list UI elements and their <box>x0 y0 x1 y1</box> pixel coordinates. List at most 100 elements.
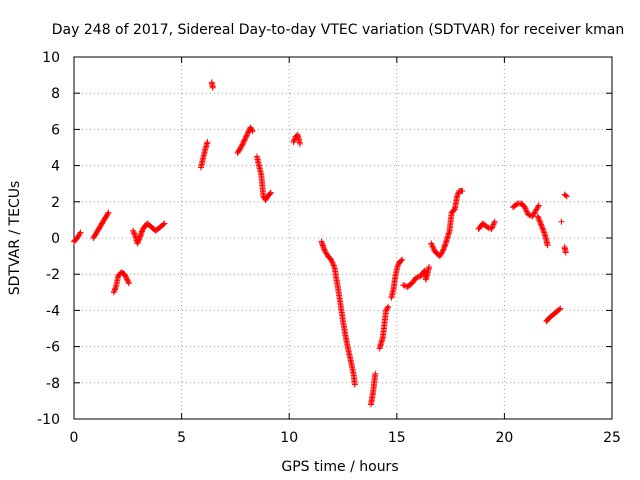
data-point <box>122 272 129 279</box>
x-tick-label: 0 <box>70 430 79 446</box>
data-point <box>267 190 274 197</box>
data-point <box>77 229 84 236</box>
x-axis-label: GPS time / hours <box>281 459 398 475</box>
y-tick-label: 2 <box>51 195 60 211</box>
data-point <box>112 285 119 292</box>
y-tick-label: -2 <box>46 267 60 283</box>
data-point <box>398 257 405 264</box>
data-point <box>535 202 542 209</box>
data-point <box>372 370 379 377</box>
data-point <box>562 192 569 199</box>
data-point <box>521 204 528 211</box>
data-point <box>535 215 542 222</box>
data-point <box>245 129 252 136</box>
data-points <box>71 79 570 408</box>
data-point <box>125 280 132 287</box>
chart-title: Day 248 of 2017, Sidereal Day-to-day VTE… <box>52 22 624 38</box>
data-point <box>535 214 542 221</box>
data-point <box>537 220 544 227</box>
data-point <box>330 261 337 268</box>
data-point <box>135 239 142 246</box>
data-point <box>351 381 358 388</box>
data-point <box>522 205 529 212</box>
data-point <box>267 189 274 196</box>
x-tick-label: 20 <box>495 430 513 446</box>
data-point <box>130 229 137 236</box>
data-point <box>248 127 255 134</box>
data-point <box>124 276 131 283</box>
data-point <box>384 304 391 311</box>
y-tick-label: 6 <box>51 122 60 138</box>
data-point <box>399 256 406 263</box>
y-tick-label: 10 <box>42 50 60 66</box>
data-point <box>239 141 246 148</box>
data-point <box>540 228 547 235</box>
data-point <box>124 277 131 284</box>
data-point <box>489 224 496 231</box>
data-point <box>328 256 335 263</box>
data-point <box>249 128 256 135</box>
data-point <box>240 140 247 147</box>
x-tick-label: 25 <box>603 430 621 446</box>
data-point <box>563 193 570 200</box>
data-point <box>125 278 132 285</box>
data-point <box>534 213 541 220</box>
data-point <box>426 263 433 270</box>
data-point <box>537 221 544 228</box>
data-point <box>525 211 532 218</box>
data-point <box>121 271 128 278</box>
data-point <box>490 221 497 228</box>
y-axis-label: SDTVAR / TECUs <box>7 181 23 296</box>
data-point <box>539 225 546 232</box>
data-point <box>122 273 129 280</box>
data-point <box>513 201 520 208</box>
data-point <box>523 208 530 215</box>
y-tick-label: -10 <box>37 412 60 428</box>
data-point <box>454 192 461 199</box>
grid <box>74 57 612 419</box>
data-point <box>204 139 211 146</box>
data-point <box>558 218 565 225</box>
data-point <box>240 138 247 145</box>
data-point <box>238 142 245 149</box>
data-point <box>430 244 437 251</box>
data-point <box>491 218 498 225</box>
data-point <box>538 222 545 229</box>
x-tick-label: 10 <box>280 430 298 446</box>
data-point <box>243 133 250 140</box>
y-tick-label: -4 <box>46 303 60 319</box>
x-tick-label: 15 <box>388 430 406 446</box>
y-tick-label: 0 <box>51 231 60 247</box>
data-point <box>536 217 543 224</box>
data-point <box>557 305 564 312</box>
data-point <box>489 223 496 230</box>
data-point <box>209 84 216 91</box>
data-point <box>540 226 547 233</box>
y-tick-label: 4 <box>51 159 60 175</box>
data-point <box>110 289 117 296</box>
data-point <box>429 243 436 250</box>
data-point <box>491 220 498 227</box>
data-point <box>385 303 392 310</box>
data-point <box>454 193 461 200</box>
data-point <box>562 249 569 256</box>
data-point <box>130 227 137 234</box>
data-point <box>400 282 407 289</box>
data-point <box>290 139 297 146</box>
data-point <box>539 224 546 231</box>
y-tick-label: 8 <box>51 86 60 102</box>
data-point <box>428 241 435 248</box>
data-point <box>413 274 420 281</box>
data-point <box>459 187 466 194</box>
data-point <box>243 132 250 139</box>
data-point <box>131 231 138 238</box>
data-point <box>135 237 142 244</box>
data-point <box>330 262 337 269</box>
data-point <box>241 137 248 144</box>
data-point <box>242 134 249 141</box>
data-point <box>136 236 143 243</box>
data-point <box>556 306 563 313</box>
data-point <box>414 274 421 281</box>
